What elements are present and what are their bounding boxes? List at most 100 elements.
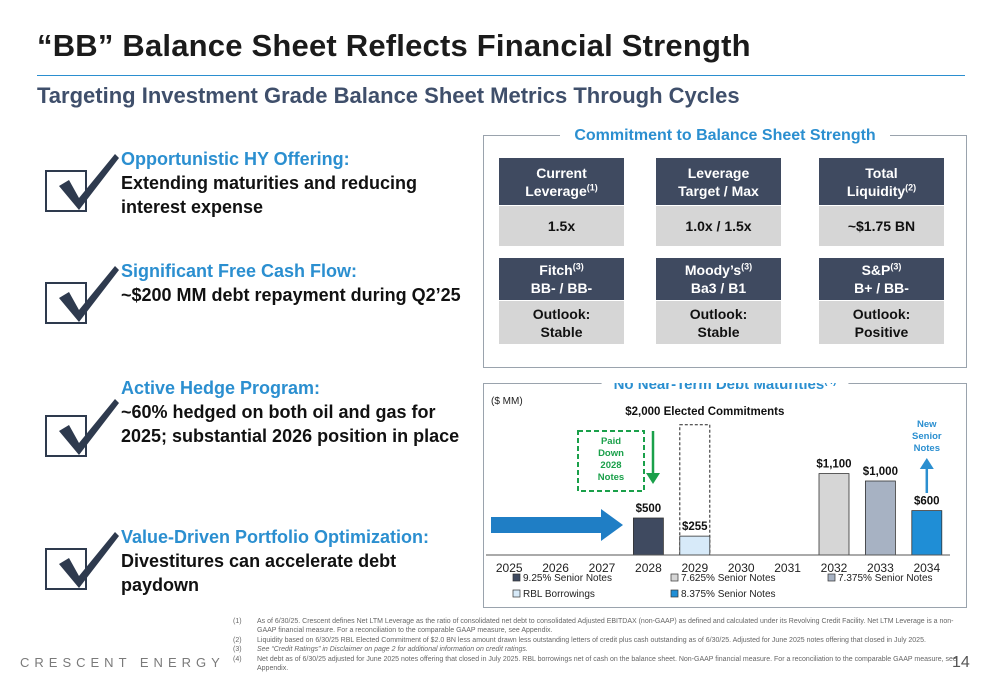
legend-swatch — [512, 573, 521, 582]
debt-maturities-panel: No Near-Term Debt Maturities(4) ($ MM) $2,… — [483, 383, 967, 608]
bar-2033 — [864, 480, 896, 556]
legend-label: 7.375% Senior Notes — [838, 573, 933, 584]
checkmark-icon — [59, 532, 119, 588]
page-number: 14 — [952, 654, 970, 671]
x-tick-label: 2033 — [867, 561, 894, 575]
x-tick-label: 2028 — [635, 561, 662, 575]
outlook-label: Outlook: — [532, 305, 591, 322]
metric-leverage-target: Leverage Target / Max 1.0x / 1.5x — [656, 158, 781, 246]
metric-value: 1.0x / 1.5x — [656, 206, 781, 246]
metric-label: Leverage — [687, 164, 750, 181]
elected-commitments-outline — [679, 424, 711, 556]
bullet-body: Divestitures can accelerate debt paydown — [121, 551, 397, 595]
checkbox-icon — [45, 154, 119, 212]
legend-swatch — [512, 589, 521, 598]
outlook-value: Stable — [697, 323, 740, 340]
paid-down-arrow-icon — [646, 473, 660, 484]
bar-2032 — [818, 473, 850, 556]
footnote-number: (4) — [233, 655, 242, 663]
footnotes: (1) As of 6/30/25. Crescent defines Net L… — [233, 617, 963, 673]
x-tick-label: 2030 — [728, 561, 755, 575]
checkbox-icon — [45, 266, 119, 324]
x-tick-label: 2032 — [821, 561, 848, 575]
bar-label: $500 — [636, 503, 662, 515]
new-notes-arrow-icon — [919, 458, 934, 469]
chart-title: No Near-Term Debt Maturities(4) — [614, 383, 837, 393]
x-tick-label: 2027 — [589, 561, 616, 575]
paid-down-note: Paid — [601, 436, 621, 447]
outlook-label: Outlook: — [852, 305, 911, 322]
page-subtitle: Targeting Investment Grade Balance Sheet… — [37, 83, 740, 108]
footnote-ref: (1) — [586, 181, 598, 192]
metric-label: Total — [865, 164, 898, 181]
bullet-heading: Value-Driven Portfolio Optimization: — [121, 527, 430, 547]
new-notes-note: Senior — [912, 431, 942, 442]
metric-label: Current — [536, 164, 587, 181]
paid-down-note: Notes — [598, 472, 624, 483]
footnote-number: (2) — [233, 636, 242, 644]
paid-down-note: 2028 — [600, 460, 621, 471]
rating-moodys: Moody’s(3) Ba3 / B1 Outlook: Stable — [656, 258, 781, 346]
rating-agency: Fitch — [539, 262, 573, 278]
commitment-title: Commitment to Balance Sheet Strength — [560, 127, 890, 144]
bar-2028 — [632, 517, 664, 556]
footnote-ref: (3) — [890, 261, 902, 272]
outlook-value: Stable — [540, 323, 583, 340]
bullet-body: Extending maturities and reducing intere… — [121, 173, 418, 217]
footnote-number: (3) — [233, 646, 242, 654]
company-name: CRESCENT ENERGY — [20, 655, 225, 670]
bullet-heading: Opportunistic HY Offering: — [121, 149, 350, 169]
bullet-body: ~60% hedged on both oil and gas for 2025… — [121, 402, 460, 446]
title-divider — [37, 75, 965, 76]
metric-current-leverage: Current Leverage(1) 1.5x — [499, 158, 624, 246]
legend-swatch — [827, 573, 836, 582]
bar-label: $600 — [914, 496, 940, 508]
elected-commitments-label: $2,000 Elected Commitments — [625, 406, 784, 418]
rating-value: BB- / BB- — [530, 280, 593, 296]
footnote: (3) See “Credit Ratings” in Disclaimer on… — [233, 645, 963, 654]
rating-value: Ba3 / B1 — [690, 280, 747, 296]
legend-swatch — [670, 573, 679, 582]
checkmark-icon — [59, 399, 119, 455]
bar-label: $1,000 — [863, 466, 898, 478]
bar-2034 — [911, 510, 943, 556]
commitment-panel: Commitment to Balance Sheet Strength Cur… — [483, 127, 967, 368]
footnote-text: Net debt as of 6/30/25 adjusted for June… — [257, 655, 957, 673]
footnote-text: Liquidity based on 6/30/25 RBL Elected C… — [257, 636, 926, 644]
checkmark-icon — [59, 266, 119, 322]
bullet-heading: Significant Free Cash Flow: — [121, 261, 358, 281]
x-tick-label: 2029 — [681, 561, 708, 575]
new-notes-note: Notes — [914, 443, 940, 454]
metric-value: ~$1.75 BN — [819, 206, 944, 246]
metric-label: Target / Max — [678, 182, 759, 199]
bar-label: $1,100 — [816, 459, 851, 471]
x-tick-label: 2025 — [496, 561, 523, 575]
footnote-number: (1) — [233, 618, 242, 625]
checkbox-icon — [45, 532, 119, 590]
rating-value: B+ / BB- — [854, 280, 909, 296]
x-tick-label: 2026 — [542, 561, 569, 575]
paid-down-box — [577, 430, 645, 492]
footnote-ref: (3) — [572, 261, 584, 272]
outlook-label: Outlook: — [689, 305, 748, 322]
footnote: (1) As of 6/30/25. Crescent defines Net L… — [233, 617, 963, 636]
rating-fitch: Fitch(3) BB- / BB- Outlook: Stable — [499, 258, 624, 346]
footnote-ref: (2) — [905, 181, 917, 192]
footnote-text: As of 6/30/25. Crescent defines Net LTM … — [257, 618, 954, 635]
footnote: (2) Liquidity based on 6/30/25 RBL Electe… — [233, 636, 963, 645]
footnote-ref: (3) — [741, 261, 753, 272]
rating-sp: S&P(3) B+ / BB- Outlook: Positive — [819, 258, 944, 346]
footnote-text: See “Credit Ratings” in Disclaimer on pa… — [257, 646, 528, 654]
legend-label: 7.625% Senior Notes — [681, 573, 776, 584]
rating-agency: S&P — [861, 262, 891, 278]
y-axis-unit-label: ($ MM) — [491, 396, 523, 407]
new-notes-note: New — [917, 419, 937, 430]
bar-2029 — [679, 535, 711, 556]
legend-label: 9.25% Senior Notes — [523, 573, 612, 584]
metric-value: 1.5x — [499, 206, 624, 246]
metric-label: Leverage — [525, 182, 587, 199]
debt-reduction-arrow-icon — [491, 509, 623, 541]
x-tick-label: 2031 — [774, 561, 801, 575]
legend-label: 8.375% Senior Notes — [681, 589, 776, 600]
bar-label: $255 — [682, 521, 708, 533]
